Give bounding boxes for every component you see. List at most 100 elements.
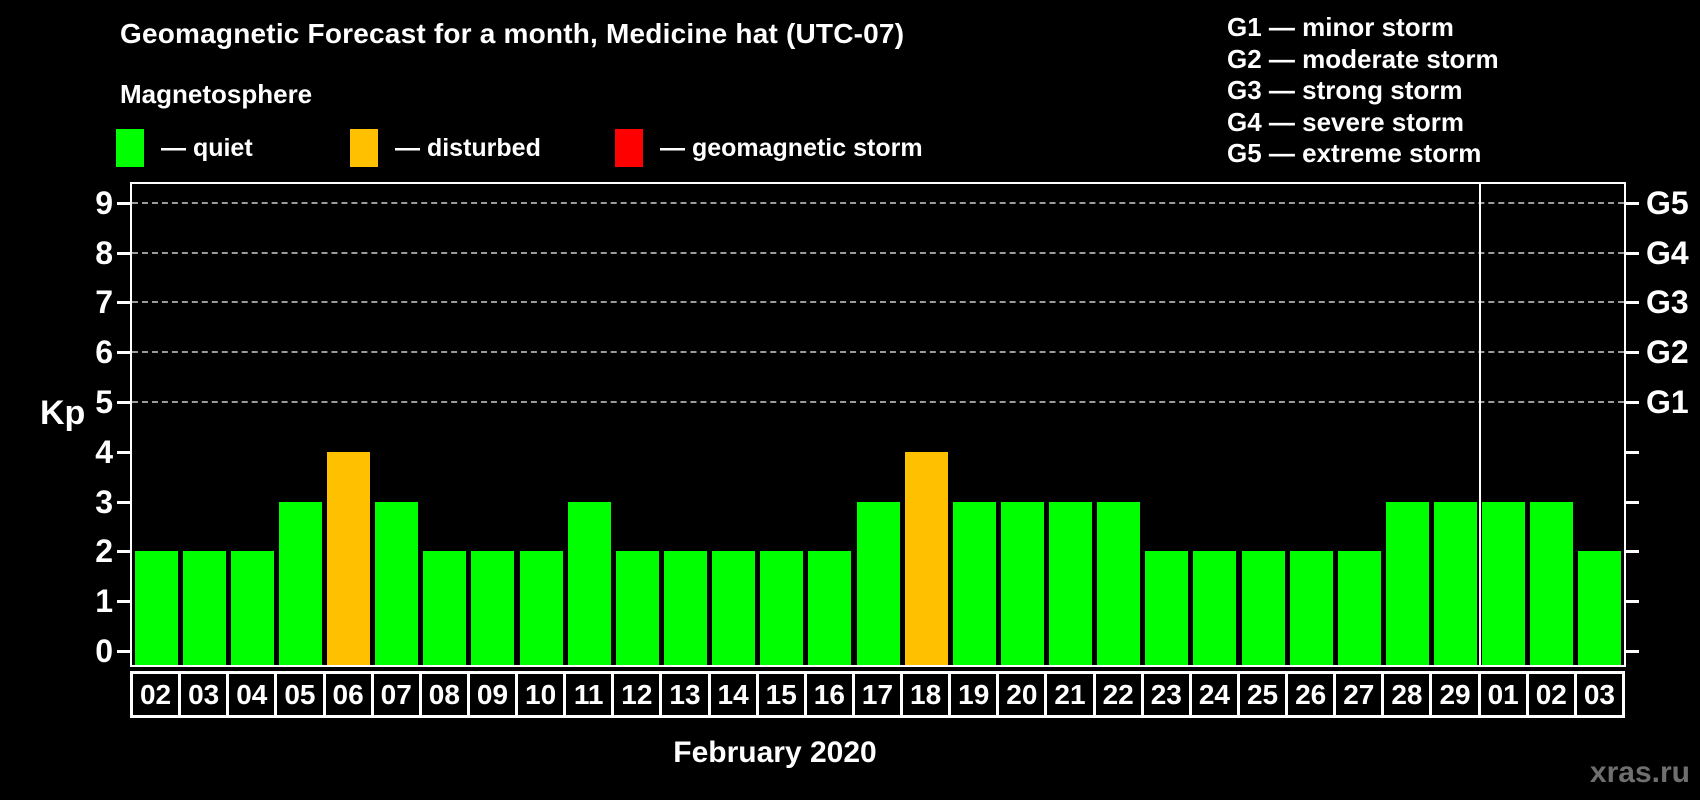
day-label: 02 [1535,678,1567,710]
y-axis-tick-left-3 [117,500,130,504]
day-label: 21 [1054,678,1086,710]
day-cell: 15 [755,671,807,718]
y-axis-tick-left-6 [117,351,130,355]
day-cell: 09 [466,671,519,718]
gridline-kp-5 [132,401,1624,403]
gridline-kp-7 [132,301,1624,304]
day-cell: 28 [1381,671,1433,718]
day-cell: 27 [1333,671,1385,718]
kp-bar-day-02 [134,551,178,665]
day-label: 15 [765,678,797,710]
day-label: 03 [188,678,220,710]
day-cell: 22 [1092,671,1144,718]
g-scale-label-G2: G2 [1646,334,1689,371]
kp-bar-day-10 [519,551,563,665]
kp-bar-day-25 [1241,551,1285,665]
y-axis-tick-left-4 [117,450,130,454]
day-cell: 17 [851,671,904,718]
gridline-kp-9 [132,201,1624,204]
kp-bar-day-16 [808,551,852,665]
g-scale-label-G4: G4 [1646,234,1689,271]
legend-item-quiet: — quiet [116,128,253,168]
day-cell: 14 [707,671,759,718]
gridline-kp-8 [132,251,1624,254]
y-axis-label-3: 3 [95,483,113,520]
day-label: 06 [332,678,364,710]
chart-title: Geomagnetic Forecast for a month, Medici… [120,18,905,49]
legend-label-disturbed: — disturbed [395,133,541,162]
day-cell: 26 [1285,671,1337,718]
kp-bar-day-01 [1482,501,1526,665]
plot-area [130,182,1626,667]
y-axis-tick-left-0 [117,650,130,653]
day-label: 25 [1246,678,1279,710]
y-axis-label-2: 2 [95,533,113,570]
kp-bar-day-24 [1193,551,1237,665]
day-cell: 03 [1573,671,1625,718]
y-axis-tick-left-2 [117,550,130,554]
kp-bar-day-08 [423,551,467,665]
kp-bar-day-28 [1385,501,1429,665]
kp-bar-day-27 [1337,551,1381,665]
day-label: 03 [1583,678,1615,710]
day-label: 19 [958,678,990,710]
day-cell: 10 [515,671,567,718]
day-cell: 19 [948,671,1000,718]
day-cell: 16 [803,671,855,718]
kp-bar-day-18 [904,451,948,665]
day-label: 29 [1439,678,1471,710]
kp-bar-day-13 [663,551,707,665]
day-cell: 23 [1140,671,1192,718]
day-label: 27 [1343,678,1375,710]
day-label: 28 [1391,678,1423,710]
kp-bar-day-09 [471,551,515,665]
legend-swatch-disturbed [350,129,378,167]
g-scale-label-G5: G5 [1646,184,1689,221]
y-axis-tick-right-1 [1626,600,1639,604]
y-axis-label-1: 1 [95,583,113,620]
day-label: 07 [380,678,412,710]
day-label: 12 [621,678,653,710]
y-axis-label-6: 6 [95,334,113,371]
x-axis-title: February 2020 [673,736,877,769]
day-label: 18 [910,678,942,710]
day-cell: 25 [1236,671,1289,718]
storm-scale-legend: G1 — minor storm G2 — moderate storm G3 — … [1227,12,1499,170]
kp-bar-day-05 [278,501,322,665]
y-axis-tick-right-0 [1626,650,1639,653]
y-axis-tick-left-1 [117,600,130,604]
kp-bar-day-19 [952,501,996,665]
kp-bar-day-20 [1000,501,1044,665]
y-axis-tick-left-7 [117,301,130,305]
kp-bar-day-22 [1097,501,1141,665]
y-axis-tick-right-7 [1626,301,1639,305]
y-axis-label-4: 4 [95,433,113,470]
y-axis-tick-left-9 [117,201,130,205]
day-label: 16 [813,678,845,710]
day-label: 13 [669,678,701,710]
y-axis-tick-right-4 [1626,450,1639,454]
kp-bar-day-23 [1145,551,1189,665]
day-label: 08 [428,678,460,710]
day-label: 14 [717,678,749,710]
kp-bar-day-06 [327,451,371,665]
day-label: 02 [139,678,172,710]
kp-bar-day-26 [1289,551,1333,665]
day-label: 04 [236,678,268,710]
day-label: 24 [1198,678,1230,710]
storm-scale-legend-row: G5 — extreme storm [1227,138,1482,168]
legend-swatch-quiet [116,129,144,167]
day-cell: 20 [996,671,1048,718]
y-axis-tick-right-8 [1626,251,1639,255]
day-cell: 18 [900,671,952,718]
y-axis-tick-left-5 [117,401,130,404]
y-axis-tick-right-6 [1626,351,1639,355]
kp-bar-day-07 [375,501,419,665]
kp-bar-day-15 [760,551,804,665]
y-axis-label-7: 7 [95,284,113,321]
storm-scale-legend-row: G1 — minor storm [1227,12,1454,42]
day-cell: 06 [322,671,374,718]
day-label: 22 [1102,678,1134,710]
y-axis-tick-left-8 [117,251,130,255]
legend-item-storm: — geomagnetic storm [615,128,923,168]
